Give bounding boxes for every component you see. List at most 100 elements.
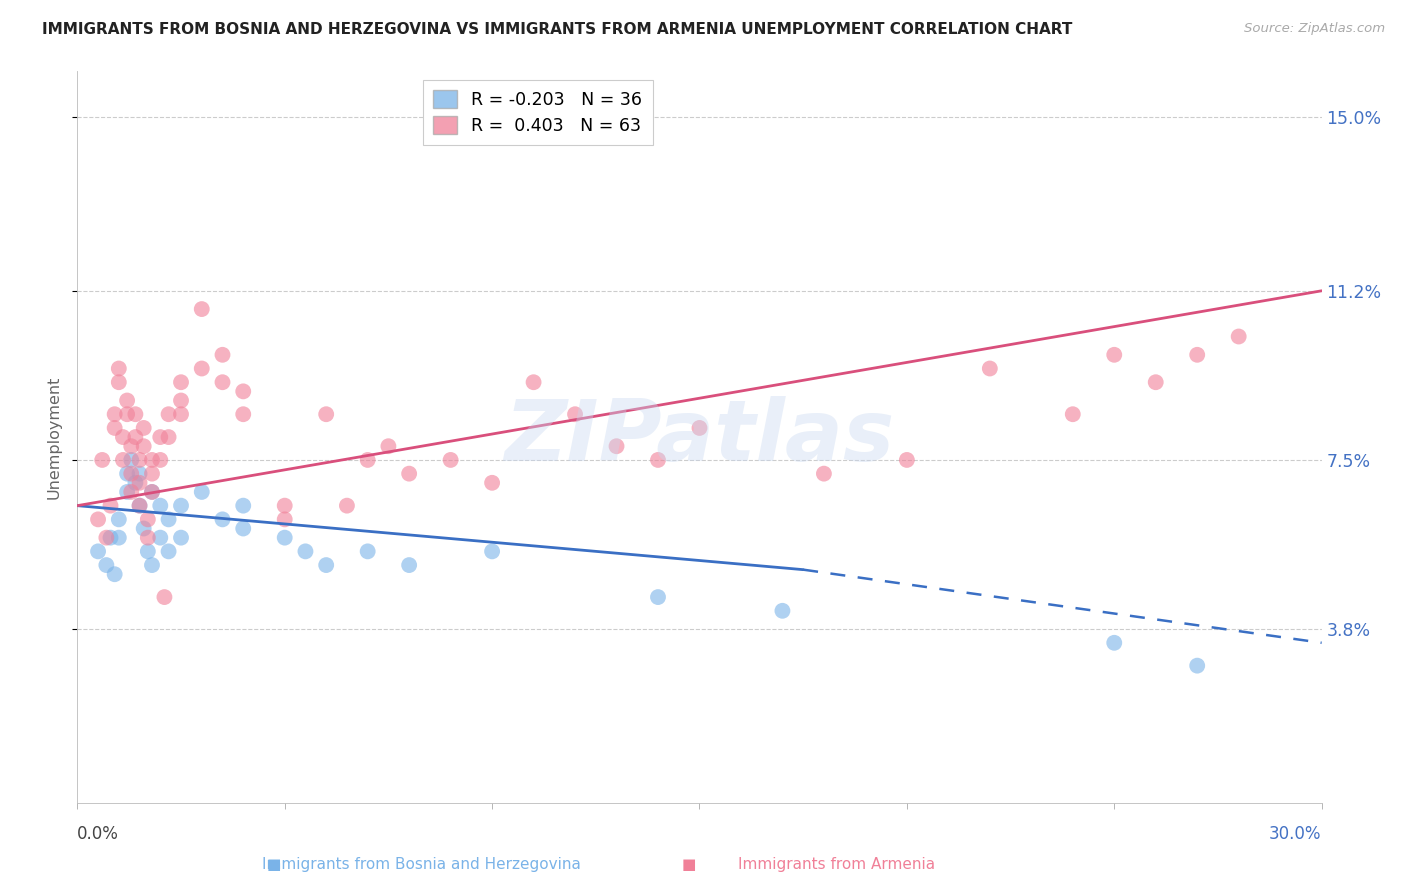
Point xyxy=(170,531,193,545)
Point xyxy=(128,467,150,481)
Point xyxy=(157,544,180,558)
Point xyxy=(1187,658,1209,673)
Point xyxy=(91,453,114,467)
Point xyxy=(896,453,918,467)
Point xyxy=(141,558,163,573)
Point xyxy=(357,544,380,558)
Point xyxy=(813,467,835,481)
Point xyxy=(157,430,180,444)
Point xyxy=(1104,348,1126,362)
Point xyxy=(1104,636,1126,650)
Point xyxy=(108,376,131,390)
Point xyxy=(111,453,134,467)
Point xyxy=(96,531,118,545)
Point xyxy=(1062,407,1084,421)
Point xyxy=(274,499,297,513)
Point xyxy=(136,531,159,545)
Point xyxy=(377,439,399,453)
Point xyxy=(979,361,1001,376)
Point xyxy=(120,453,142,467)
Point xyxy=(108,512,131,526)
Point xyxy=(124,407,146,421)
Point xyxy=(111,430,134,444)
Point xyxy=(120,467,142,481)
Point xyxy=(124,430,146,444)
Point xyxy=(141,467,163,481)
Point xyxy=(141,485,163,500)
Point xyxy=(132,439,155,453)
Point xyxy=(136,512,159,526)
Point xyxy=(149,453,172,467)
Point xyxy=(104,567,127,582)
Point xyxy=(606,439,628,453)
Point xyxy=(96,558,118,573)
Point xyxy=(115,467,138,481)
Point xyxy=(120,485,142,500)
Point xyxy=(136,544,159,558)
Point xyxy=(274,531,297,545)
Text: Source: ZipAtlas.com: Source: ZipAtlas.com xyxy=(1244,22,1385,36)
Point xyxy=(315,407,337,421)
Point xyxy=(170,376,193,390)
Point xyxy=(647,590,669,604)
Point xyxy=(108,361,131,376)
Y-axis label: Unemployment: Unemployment xyxy=(46,376,62,499)
Point xyxy=(336,499,359,513)
Point xyxy=(170,393,193,408)
Point xyxy=(87,512,110,526)
Point xyxy=(398,467,420,481)
Point xyxy=(315,558,337,573)
Point xyxy=(481,475,503,490)
Point xyxy=(132,421,155,435)
Point xyxy=(115,393,138,408)
Point xyxy=(141,485,163,500)
Point xyxy=(128,499,150,513)
Point xyxy=(191,301,214,317)
Point xyxy=(108,531,131,545)
Point xyxy=(440,453,463,467)
Point xyxy=(128,499,150,513)
Point xyxy=(141,453,163,467)
Text: 30.0%: 30.0% xyxy=(1270,825,1322,843)
Point xyxy=(124,475,146,490)
Point xyxy=(120,439,142,453)
Point xyxy=(132,521,155,535)
Point xyxy=(170,407,193,421)
Point xyxy=(128,453,150,467)
Point xyxy=(149,499,172,513)
Text: ■: ■ xyxy=(682,857,696,872)
Point xyxy=(100,499,122,513)
Text: ZIPatlas: ZIPatlas xyxy=(505,395,894,479)
Point xyxy=(149,531,172,545)
Point xyxy=(211,348,233,362)
Point xyxy=(564,407,586,421)
Point xyxy=(191,485,214,500)
Point xyxy=(170,499,193,513)
Point xyxy=(115,485,138,500)
Point xyxy=(128,475,150,490)
Point xyxy=(232,521,254,535)
Point xyxy=(211,512,233,526)
Point xyxy=(689,421,711,435)
Point xyxy=(211,376,233,390)
Point xyxy=(104,407,127,421)
Point xyxy=(481,544,503,558)
Point xyxy=(294,544,316,558)
Text: Immigrants from Armenia: Immigrants from Armenia xyxy=(738,857,935,872)
Point xyxy=(1227,329,1250,343)
Text: IMMIGRANTS FROM BOSNIA AND HERZEGOVINA VS IMMIGRANTS FROM ARMENIA UNEMPLOYMENT C: IMMIGRANTS FROM BOSNIA AND HERZEGOVINA V… xyxy=(42,22,1073,37)
Point xyxy=(115,407,138,421)
Point xyxy=(772,604,794,618)
Point xyxy=(104,421,127,435)
Point xyxy=(1144,376,1167,390)
Text: 0.0%: 0.0% xyxy=(77,825,120,843)
Point xyxy=(523,376,546,390)
Point xyxy=(157,407,180,421)
Point xyxy=(149,430,172,444)
Point xyxy=(357,453,380,467)
Point xyxy=(1187,348,1209,362)
Point xyxy=(232,499,254,513)
Point xyxy=(100,531,122,545)
Point xyxy=(191,361,214,376)
Point xyxy=(232,384,254,399)
